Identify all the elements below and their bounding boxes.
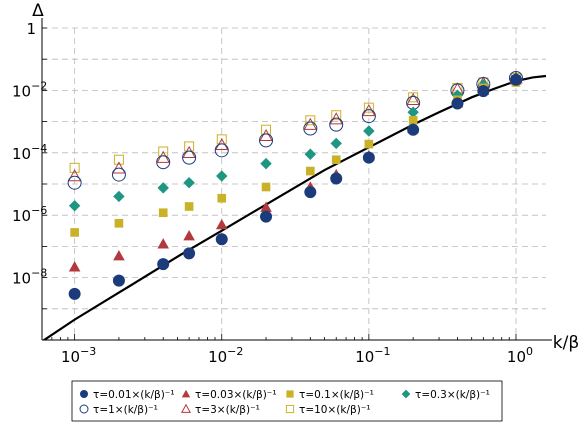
y-tick-label: 10−6 — [12, 204, 47, 225]
data-point — [331, 110, 342, 121]
data-point — [361, 109, 376, 124]
data-point — [113, 250, 125, 261]
data-point — [363, 125, 375, 137]
data-point — [408, 115, 418, 125]
data-point — [68, 200, 81, 212]
data-point — [407, 106, 419, 118]
legend-label: τ=0.1×(k/β)⁻¹ — [299, 389, 374, 401]
data-point — [305, 115, 316, 126]
data-point — [214, 143, 229, 158]
data-points-layer — [67, 70, 523, 300]
data-point — [183, 176, 195, 189]
tick-labels: 10−3 10−2 10−1 100 1 10−2 10−4 10−6 10−8 k/β Δ — [12, 1, 579, 366]
theory-curve-layer — [42, 74, 546, 340]
data-point — [183, 229, 195, 241]
data-point — [304, 148, 317, 160]
data-point — [451, 97, 464, 110]
data-point — [68, 287, 81, 300]
legend-label: τ=10×(k/β)⁻¹ — [299, 404, 371, 416]
data-point — [408, 92, 419, 103]
legend-label: τ=1×(k/β)⁻¹ — [93, 404, 158, 416]
legend-box — [71, 380, 503, 422]
series-1 — [68, 73, 522, 300]
data-point — [157, 258, 170, 271]
data-point — [114, 218, 124, 228]
y-tick-label: 10−2 — [12, 79, 47, 100]
data-point — [112, 274, 125, 287]
data-point — [69, 162, 80, 173]
x-tick-label: 10−1 — [355, 345, 390, 366]
data-point — [477, 85, 490, 98]
data-point — [363, 102, 374, 113]
series-4 — [68, 73, 522, 212]
series-5 — [67, 70, 523, 190]
data-point — [406, 92, 420, 105]
data-point — [331, 155, 341, 165]
series-6 — [67, 71, 523, 182]
data-point — [260, 210, 273, 223]
data-point — [113, 190, 125, 203]
data-point — [305, 166, 315, 176]
axes — [41, 18, 552, 341]
data-point — [112, 161, 126, 174]
y-tick-label: 10−8 — [12, 267, 47, 288]
series-7 — [69, 72, 521, 173]
data-point — [215, 218, 228, 230]
legend: τ=0.01×(k/β)⁻¹ τ=0.03×(k/β)⁻¹ τ=0.1×(k/β)⁻… — [71, 380, 503, 422]
legend-label: τ=0.01×(k/β)⁻¹ — [93, 389, 175, 401]
data-point — [184, 202, 194, 211]
x-tick-label: 100 — [507, 345, 533, 366]
data-point — [215, 233, 228, 246]
data-point — [303, 121, 318, 136]
data-point — [304, 186, 317, 199]
data-point — [113, 154, 124, 165]
data-point — [216, 170, 228, 182]
data-point — [364, 139, 374, 149]
data-point — [156, 150, 170, 163]
data-point — [259, 133, 274, 148]
legend-marker — [181, 389, 191, 398]
data-point — [261, 182, 271, 192]
data-point — [407, 123, 420, 136]
data-point — [67, 169, 82, 182]
x-axis-title: k/β — [553, 333, 579, 353]
data-point — [217, 193, 227, 203]
legend-marker — [401, 389, 411, 399]
legend-marker — [80, 390, 88, 398]
data-point — [260, 157, 272, 170]
legend-marker — [180, 403, 192, 413]
data-point — [329, 117, 344, 132]
legend-label: τ=0.03×(k/β)⁻¹ — [195, 389, 277, 401]
x-tick-label: 10−3 — [61, 345, 96, 366]
x-tick-label: 10−2 — [208, 345, 243, 366]
data-point — [158, 208, 168, 218]
data-point — [111, 167, 126, 182]
data-point — [260, 201, 272, 212]
data-point — [330, 137, 342, 150]
legend-label: τ=3×(k/β)⁻¹ — [195, 404, 260, 416]
legend-marker — [285, 404, 295, 414]
data-point — [156, 155, 171, 170]
data-point — [303, 117, 318, 130]
y-tick-label: 1 — [26, 20, 36, 38]
data-point — [67, 175, 82, 190]
data-point — [157, 238, 169, 249]
y-tick-label: 10−4 — [12, 142, 47, 163]
legend-marker — [286, 390, 294, 398]
data-point — [182, 150, 197, 165]
y-axis-title: Δ — [32, 1, 44, 21]
data-point — [259, 128, 273, 142]
theory-curve — [42, 74, 546, 340]
legend-label: τ=0.3×(k/β)⁻¹ — [415, 389, 490, 401]
data-point — [157, 182, 169, 194]
data-point — [70, 228, 79, 237]
data-point — [509, 73, 522, 86]
data-point — [330, 172, 343, 185]
data-point — [183, 247, 196, 260]
data-point — [68, 261, 81, 272]
data-point — [362, 151, 375, 164]
legend-marker — [79, 404, 89, 414]
